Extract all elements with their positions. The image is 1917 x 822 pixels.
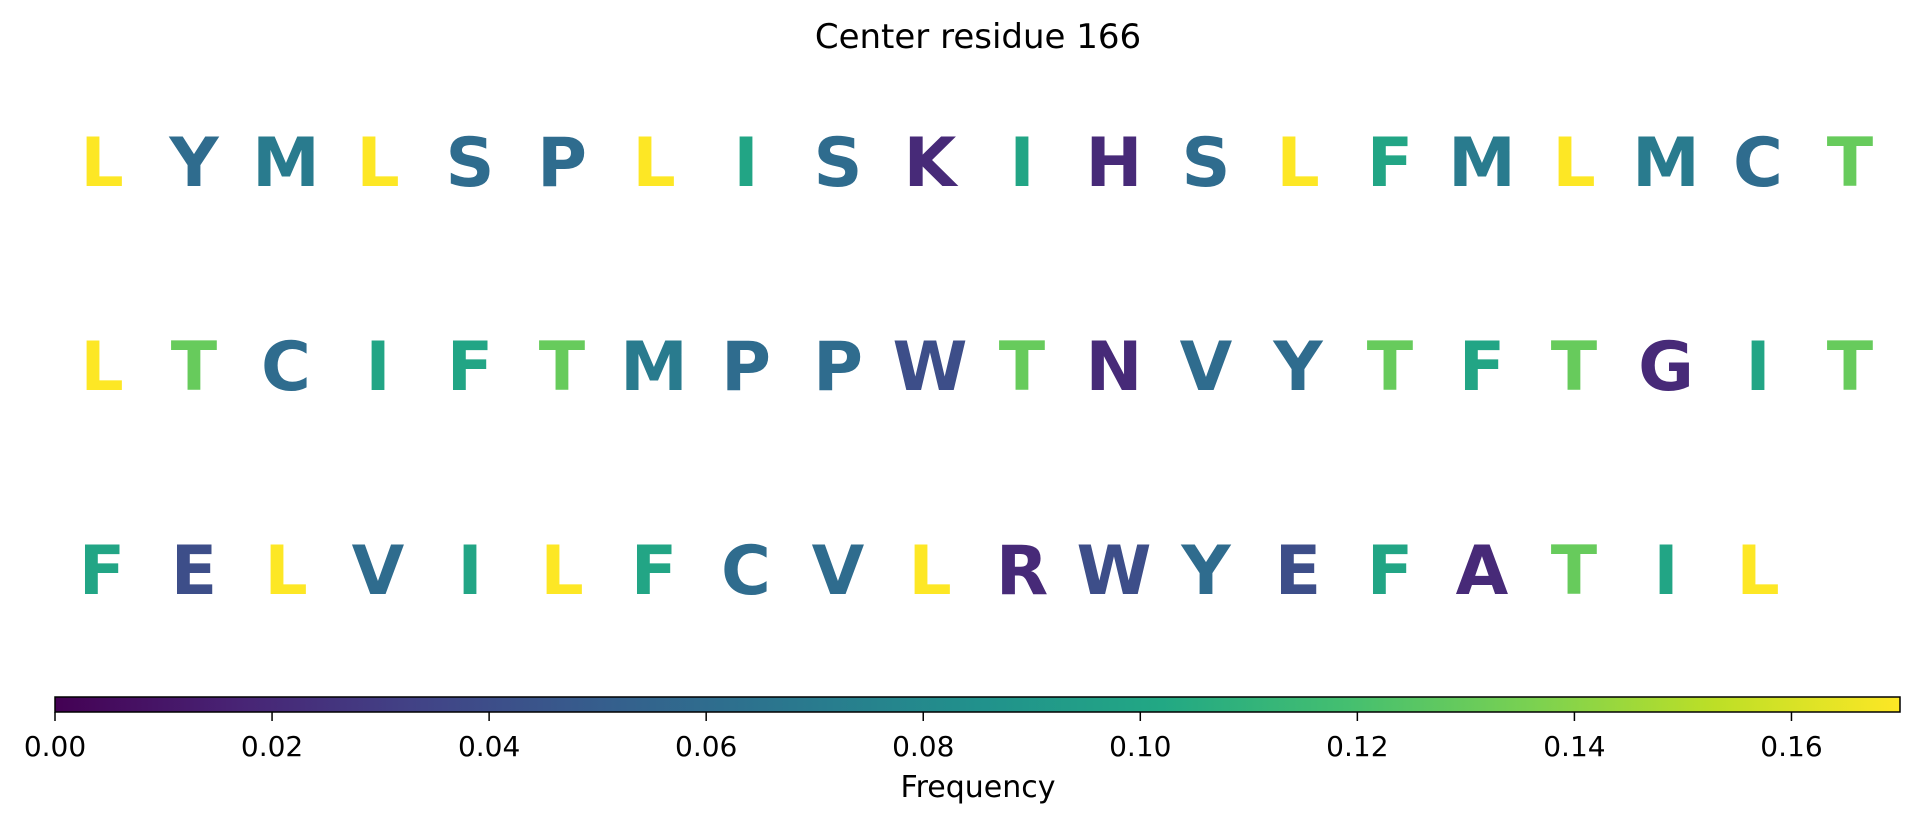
residue-letter: C [721,532,771,611]
colorbar-tick-label: 0.16 [1760,730,1822,763]
residue-letter: W [1076,532,1151,611]
residue-letter: C [1733,124,1783,203]
residue-letter: L [1736,532,1779,611]
residue-letter: I [1653,532,1678,611]
residue-letter: F [1367,124,1413,203]
residue-letter: L [264,532,307,611]
residue-letter: T [1551,328,1598,407]
colorbar-gradient [55,697,1900,712]
letters-layer: L Y M L S P L I S K I H S L F M L M C TL T C I F T M P P W T N V Y T F T G I T… [79,124,1874,611]
residue-letter: L [1552,124,1595,203]
residue-letter: C [261,328,311,407]
residue-letter: S [1182,124,1231,203]
residue-letter: T [1827,328,1874,407]
residue-letter: T [1367,328,1414,407]
residue-letter: V [1180,328,1233,407]
residue-letter: T [999,328,1046,407]
residue-letter: F [447,328,493,407]
residue-letter: L [80,124,123,203]
residue-letter: S [446,124,495,203]
residue-letter: M [1448,124,1516,203]
colorbar-tick-label: 0.06 [675,730,737,763]
residue-letter: V [352,532,405,611]
colorbar-tick-label: 0.12 [1326,730,1388,763]
residue-letter: N [1086,328,1143,407]
colorbar-tick-label: 0.14 [1543,730,1605,763]
residue-letter: I [457,532,482,611]
residue-letter: V [812,532,865,611]
residue-letter: Y [1180,532,1231,611]
residue-letter: L [632,124,675,203]
residue-letter: I [1745,328,1770,407]
residue-letter: E [1275,532,1321,611]
colorbar-ticks: 0.00 0.02 0.04 0.06 0.08 0.10 0.12 0.14 0.16 [24,712,1823,763]
residue-letter: P [813,328,863,407]
residue-letter: S [814,124,863,203]
residue-letter: P [721,328,771,407]
residue-letter: Y [1272,328,1323,407]
residue-letter: Y [168,124,219,203]
colorbar: 0.00 0.02 0.04 0.06 0.08 0.10 0.12 0.14 0.16 Fre… [24,696,1901,805]
residue-letter: M [1632,124,1700,203]
chart-title: Center residue 166 [815,17,1141,57]
residue-letter: T [1827,124,1874,203]
residue-letter: L [540,532,583,611]
residue-letter: G [1638,328,1694,407]
colorbar-outline [54,696,1901,713]
residue-letter: K [904,124,959,203]
colorbar-label: Frequency [901,770,1056,805]
residue-letter: F [1367,532,1413,611]
residue-letter: F [79,532,125,611]
residue-letter: H [1086,124,1143,203]
residue-letter: L [80,328,123,407]
residue-letter: M [620,328,688,407]
residue-letter: I [733,124,758,203]
residue-letter: L [1276,124,1319,203]
residue-letter: T [1551,532,1598,611]
residue-letter: P [537,124,587,203]
residue-letter: F [631,532,677,611]
residue-letter: A [1456,532,1509,611]
residue-letter: R [996,532,1048,611]
residue-letter: F [1459,328,1505,407]
residue-letter: W [892,328,967,407]
residue-letter: E [171,532,217,611]
colorbar-tick-label: 0.02 [241,730,303,763]
residue-letter: L [908,532,951,611]
residue-letter: L [356,124,399,203]
colorbar-tick-label: 0.10 [1109,730,1171,763]
residue-letter: I [365,328,390,407]
colorbar-tick-label: 0.00 [24,730,86,763]
colorbar-tick-label: 0.08 [892,730,954,763]
colorbar-tick-label: 0.04 [458,730,520,763]
residue-letter: T [171,328,218,407]
residue-letter: I [1009,124,1034,203]
residue-letter: T [539,328,586,407]
residue-letter: M [252,124,320,203]
